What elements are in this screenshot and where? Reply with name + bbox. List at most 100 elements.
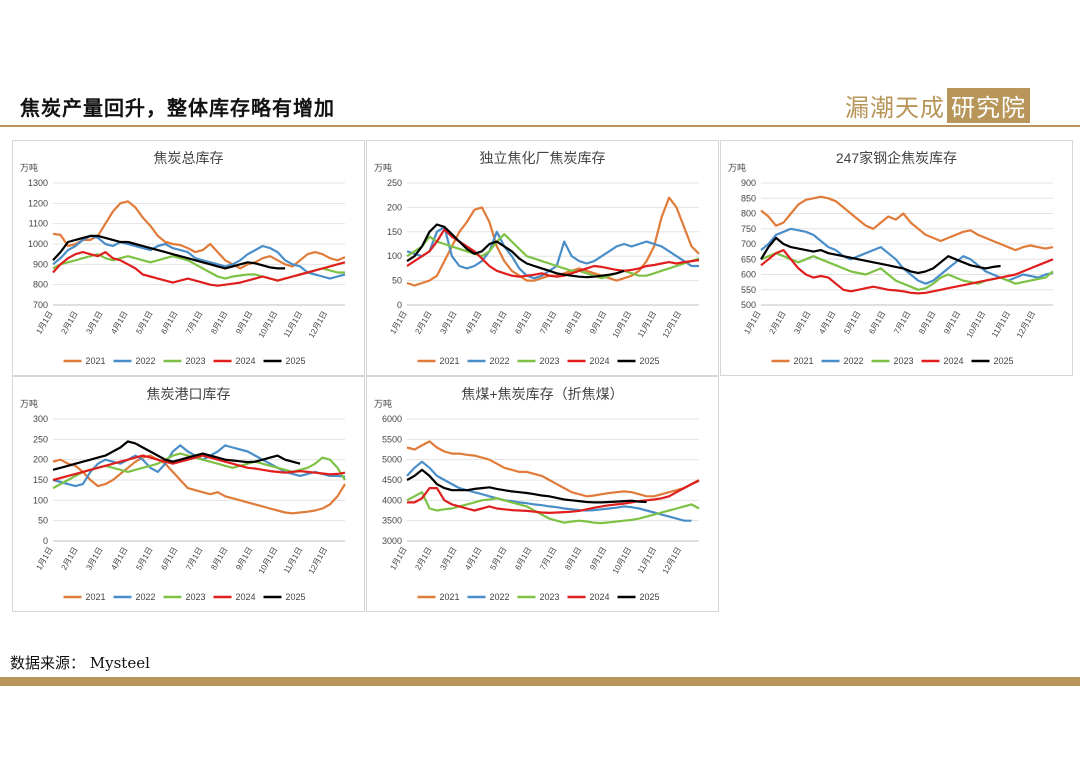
legend-label: 2022 [844, 356, 864, 366]
x-tick-label: 9月1日 [588, 546, 608, 572]
x-tick-label: 8月1日 [917, 310, 937, 336]
y-tick-label: 50 [38, 516, 48, 526]
y-tick-label: 300 [33, 414, 48, 424]
y-tick-label: 150 [387, 227, 402, 237]
x-tick-label: 8月1日 [563, 310, 583, 336]
series-line-2024 [760, 248, 1054, 295]
legend-label: 2025 [286, 592, 306, 602]
series-line-2023 [760, 252, 1054, 291]
x-tick-label: 9月1日 [588, 310, 608, 336]
x-tick-label: 3月1日 [792, 310, 812, 336]
y-tick-label: 100 [387, 251, 402, 261]
brand-logo: 漏潮天成 研究院 [845, 88, 1030, 123]
x-tick-label: 6月1日 [513, 546, 533, 572]
series-line-2025 [52, 234, 286, 270]
x-tick-label: 1月1日 [34, 546, 54, 572]
legend-label: 2025 [994, 356, 1014, 366]
series-line-2022 [406, 225, 699, 280]
series-line-2025 [406, 223, 625, 279]
y-tick-label: 100 [33, 495, 48, 505]
unit-label: 万吨 [374, 162, 392, 173]
legend-label: 2021 [440, 592, 460, 602]
x-tick-label: 4月1日 [109, 546, 129, 572]
y-tick-label: 0 [397, 300, 402, 310]
series-line-2024 [407, 479, 700, 514]
x-tick-label: 2月1日 [59, 546, 79, 572]
series-line-2021 [406, 440, 700, 498]
legend-label: 2021 [86, 592, 106, 602]
x-tick-label: 5月1日 [488, 546, 508, 572]
unit-label: 万吨 [374, 398, 392, 409]
x-tick-label: 11月1日 [990, 310, 1012, 339]
y-tick-label: 50 [392, 276, 402, 286]
x-tick-label: 11月1日 [636, 546, 658, 575]
chart-title: 焦炭总库存 [154, 150, 224, 166]
series-line-2025 [52, 440, 301, 471]
logo-box: 研究院 [947, 88, 1030, 123]
y-tick-label: 700 [33, 300, 48, 310]
x-tick-label: 10月1日 [611, 310, 633, 340]
x-tick-label: 8月1日 [209, 310, 229, 336]
unit-label: 万吨 [20, 398, 38, 409]
series-line-2024 [52, 250, 346, 287]
y-tick-label: 250 [33, 434, 48, 444]
legend-label: 2023 [540, 592, 560, 602]
data-source: 数据来源： Mysteel [10, 654, 150, 672]
series-line-2025 [760, 236, 1001, 275]
legend-label: 2023 [186, 356, 206, 366]
y-tick-label: 4500 [382, 475, 402, 485]
unit-label: 万吨 [728, 162, 746, 173]
legend-label: 2022 [136, 592, 156, 602]
y-tick-label: 500 [741, 300, 756, 310]
chart-title: 独立焦化厂焦炭库存 [480, 150, 606, 166]
series-line-2022 [406, 460, 692, 522]
chart-panel-total-coke: 焦炭总库存 万吨 700 800 900 1000 1100 1200 1300 1月1日 2月1日… [12, 140, 365, 376]
series-line-2022 [52, 234, 346, 280]
legend-label: 2025 [286, 356, 306, 366]
y-tick-label: 1000 [28, 239, 48, 249]
x-tick-label: 4月1日 [817, 310, 837, 336]
x-tick-label: 12月1日 [1015, 310, 1037, 340]
series-line-2023 [406, 233, 700, 280]
x-tick-label: 7月1日 [184, 310, 204, 336]
series-line-2021 [52, 454, 346, 515]
x-tick-label: 5月1日 [134, 310, 154, 336]
y-tick-label: 800 [33, 280, 48, 290]
x-tick-label: 2月1日 [59, 310, 79, 336]
legend-label: 2024 [236, 592, 256, 602]
page-title: 焦炭产量回升，整体库存略有增加 [20, 96, 335, 120]
x-tick-label: 7月1日 [538, 546, 558, 572]
x-tick-label: 1月1日 [34, 310, 54, 336]
y-tick-label: 3000 [382, 536, 402, 546]
y-tick-label: 700 [741, 239, 756, 249]
x-tick-label: 10月1日 [611, 546, 633, 576]
y-tick-label: 1300 [28, 178, 48, 188]
y-tick-label: 6000 [382, 414, 402, 424]
y-tick-label: 250 [387, 178, 402, 188]
x-tick-label: 5月1日 [842, 310, 862, 336]
logo-text: 漏潮天成 [845, 94, 945, 122]
x-tick-label: 9月1日 [234, 310, 254, 336]
x-tick-label: 1月1日 [388, 310, 408, 336]
x-tick-label: 7月1日 [184, 546, 204, 572]
x-tick-label: 6月1日 [513, 310, 533, 336]
y-tick-label: 600 [741, 270, 756, 280]
x-tick-label: 3月1日 [438, 546, 458, 572]
x-tick-label: 7月1日 [538, 310, 558, 336]
y-tick-label: 850 [741, 193, 756, 203]
y-tick-label: 200 [33, 455, 48, 465]
x-tick-label: 12月1日 [661, 310, 683, 340]
unit-label: 万吨 [20, 162, 38, 173]
y-tick-label: 200 [387, 202, 402, 212]
legend-label: 2025 [640, 592, 660, 602]
x-tick-label: 3月1日 [438, 310, 458, 336]
x-tick-label: 2月1日 [767, 310, 787, 336]
legend-label: 2025 [640, 356, 660, 366]
y-tick-label: 3500 [382, 516, 402, 526]
x-tick-label: 5月1日 [488, 310, 508, 336]
series-line-2021 [760, 195, 1054, 252]
legend-label: 2022 [490, 356, 510, 366]
series-line-2024 [52, 454, 346, 482]
